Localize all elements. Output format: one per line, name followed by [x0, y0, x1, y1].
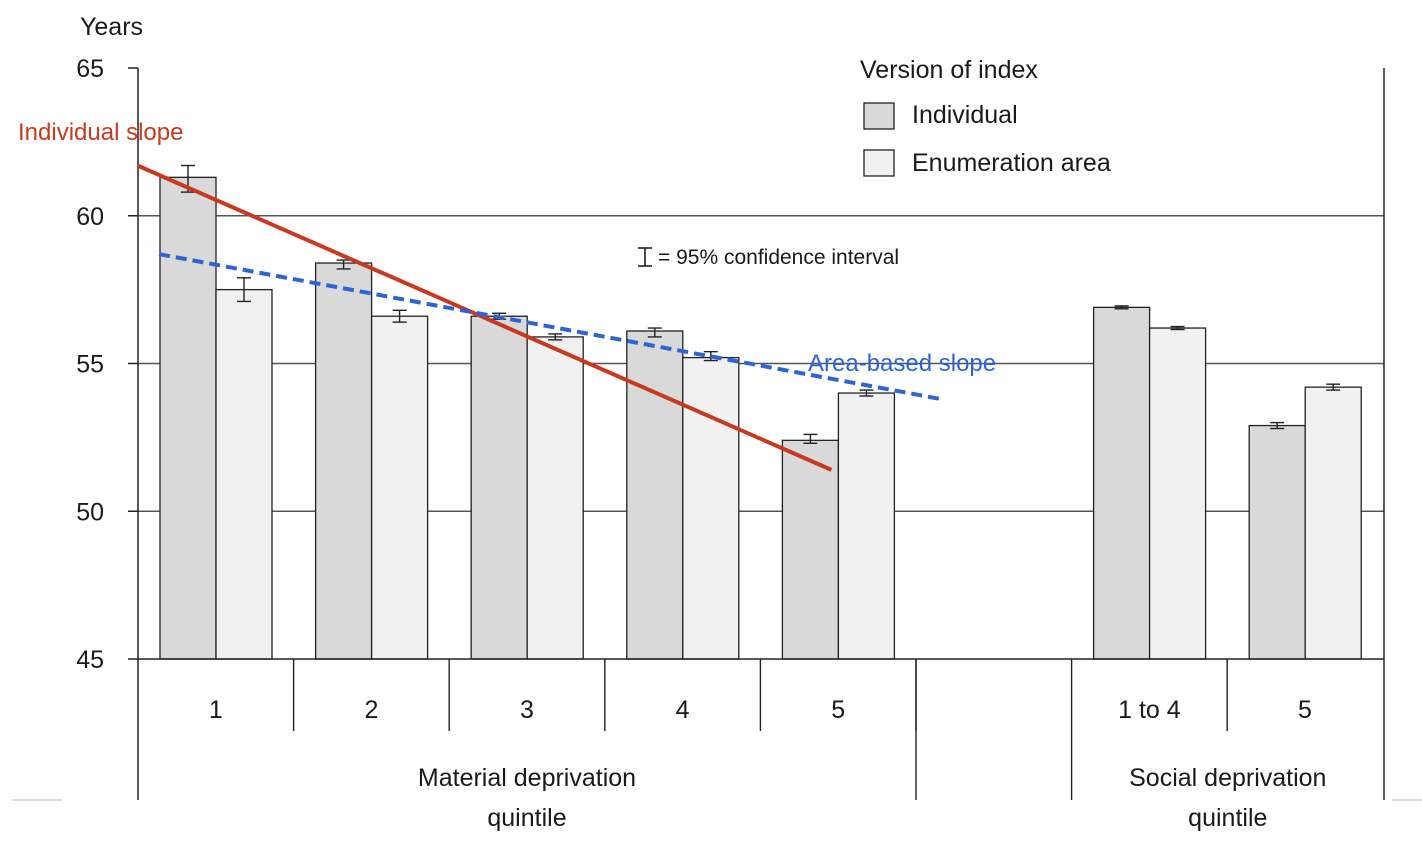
bar: [1148, 327, 1207, 660]
x-category-label: 1 to 4: [1118, 696, 1181, 724]
area-slope-label: Area-based slope: [808, 350, 996, 377]
ci-note: = 95% confidence interval: [638, 246, 899, 269]
bar: [526, 336, 584, 660]
ci-note-icon: [638, 247, 652, 267]
y-tick-label: 60: [76, 203, 104, 231]
bar: [1304, 386, 1362, 660]
area-slope-line: [158, 252, 941, 401]
bar: [626, 330, 684, 660]
y-tick-label: 50: [76, 498, 104, 526]
bar: [470, 315, 528, 660]
legend-title: Version of index: [860, 56, 1038, 84]
x-category-label: 1: [209, 696, 223, 724]
x-axis-labels: 1 2 3 4 5 1 to 4 5 Material deprivation quintile…: [209, 696, 1327, 832]
legend-entry-individual: Individual: [912, 101, 1018, 129]
ci-note-text: = 95% confidence interval: [658, 246, 899, 269]
x-category-label: 3: [520, 696, 534, 724]
x-category-label: 5: [1298, 696, 1312, 724]
y-tick-label: 55: [76, 351, 104, 379]
bar: [781, 439, 840, 660]
legend-swatch-enumeration-area: [863, 149, 895, 177]
y-tick-label: 45: [76, 646, 104, 674]
group-label: quintile: [487, 804, 566, 832]
legend-swatch-individual: [863, 102, 895, 130]
group-label: quintile: [1188, 804, 1267, 832]
bar: [682, 356, 740, 660]
group-label: Material deprivation: [418, 764, 636, 792]
individual-slope-label: Individual slope: [18, 119, 183, 146]
bar: [314, 262, 373, 660]
bar: [1092, 306, 1151, 660]
error-bars: [181, 164, 1341, 444]
x-category-label: 5: [831, 696, 845, 724]
bar: [1248, 424, 1306, 660]
bar: [837, 392, 896, 660]
bar: [370, 315, 429, 660]
y-tick-label: 65: [76, 55, 104, 83]
bar: [159, 176, 217, 660]
x-category-label: 4: [676, 696, 690, 724]
y-axis-title: Years: [80, 13, 143, 41]
bar: [215, 288, 273, 660]
individual-slope-line: [136, 163, 833, 472]
legend-entry-enumeration-area: Enumeration area: [912, 149, 1111, 177]
group-label: Social deprivation: [1129, 764, 1326, 792]
x-category-label: 2: [364, 696, 378, 724]
slope-lines: [136, 163, 941, 472]
legend: Version of index Individual Enumeration …: [860, 56, 1111, 177]
